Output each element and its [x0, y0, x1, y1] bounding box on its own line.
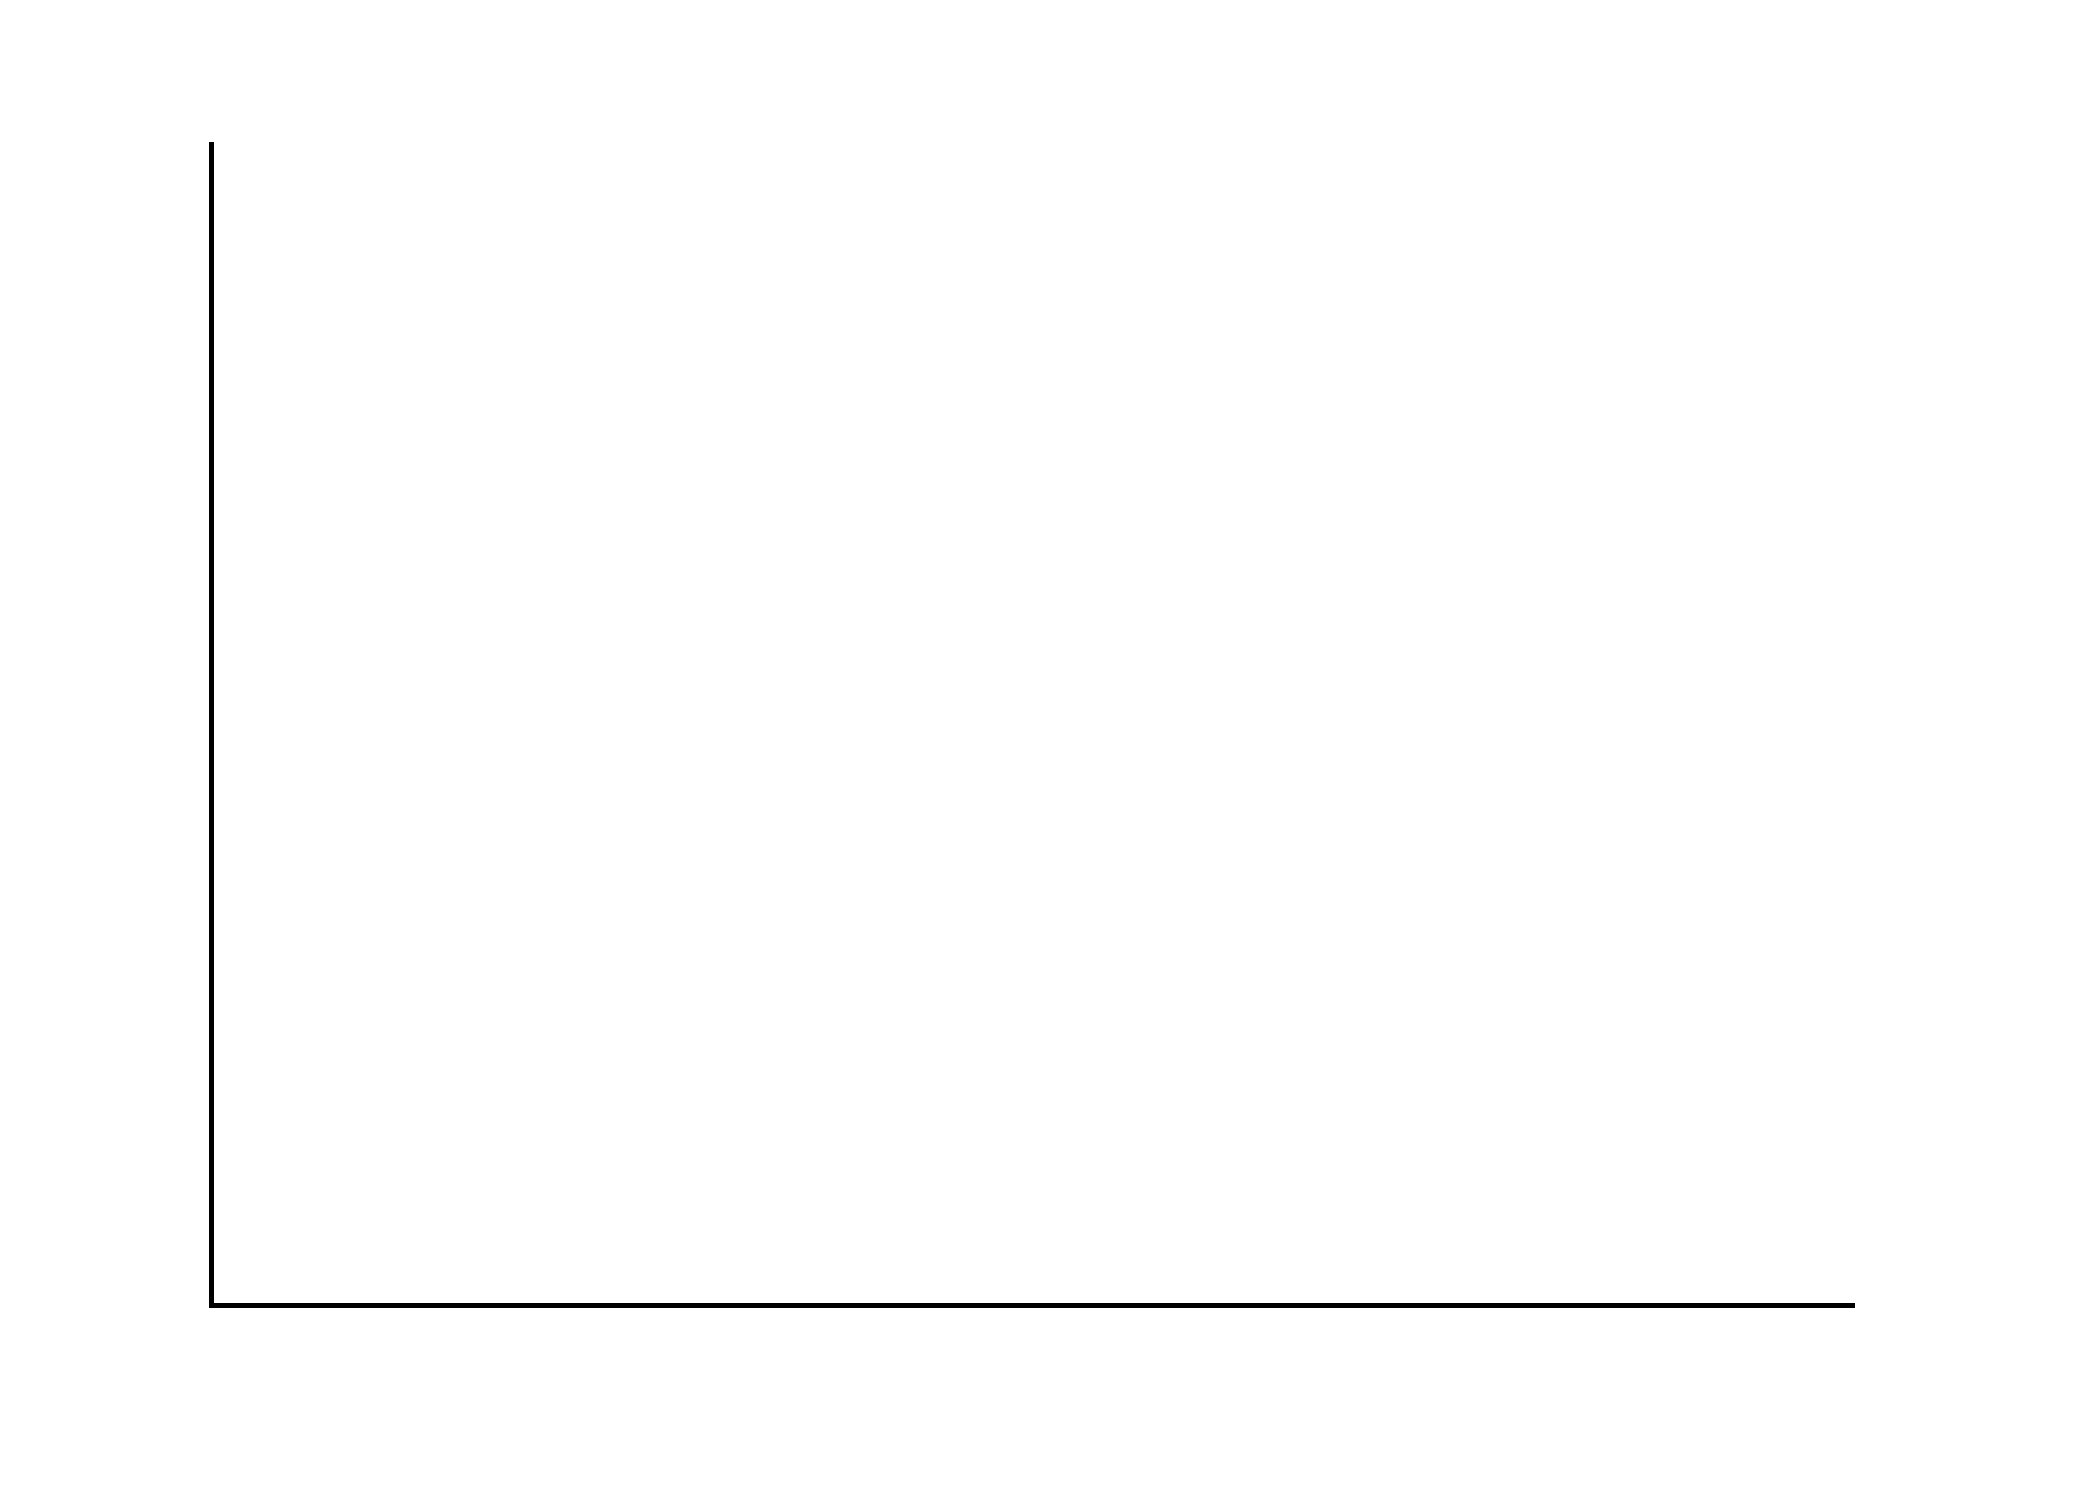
y-axis-title — [32, 473, 94, 973]
colorbar — [1844, 580, 1907, 897]
plot-title — [211, 26, 1852, 92]
x-axis-title — [211, 1378, 1852, 1440]
x-axis-line — [209, 1303, 1855, 1308]
y-axis-line — [209, 142, 214, 1308]
